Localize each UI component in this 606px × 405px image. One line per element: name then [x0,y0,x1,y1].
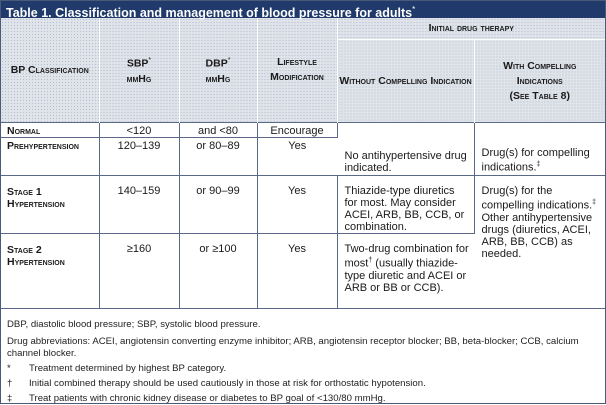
cell-dbp: or 80–89 [179,137,258,176]
table-row-normal: Normal <120 and <80 Encourage No antihyp… [1,122,605,176]
cell-classification: Stage 2 Hypertension [1,233,100,308]
cell-lifestyle: Encourage [257,122,338,138]
table-notes: DBP, diastolic blood pressure; SBP, syst… [1,307,605,405]
table-row-stage2: Stage 2 Hypertension ≥160 or ≥100 Yes Tw… [1,233,605,308]
table-row-prehypertension: Prehypertension 120–139 or 80–89 Yes [1,137,605,176]
footnote: ‡ Treat patients with chronic kidney dise… [7,392,386,404]
cell-dbp: or ≥100 [179,233,258,308]
header-without-compelling: Without Compelling Indication [337,39,475,123]
header-bp-classification: BP Classification [1,18,100,123]
cell-sbp: ≥160 [99,233,180,308]
title-footnote-mark: * [412,5,416,14]
cell-with-compelling: Drug(s) for compelling indications.‡ [474,122,605,176]
cell-without-compelling: No antihypertensive drug indicated. [337,122,475,176]
header-dbp: DBP* mmHg [179,18,258,123]
cell-classification: Prehypertension [1,137,100,176]
cell-sbp: 120–139 [99,137,180,176]
cell-sbp: <120 [99,122,180,138]
footnote: † Initial combined therapy should be used… [7,377,426,389]
cell-dbp: or 90–99 [179,175,258,234]
cell-with-compelling: Drug(s) for the compelling indications.‡… [474,175,605,308]
cell-lifestyle: Yes [257,233,338,308]
bp-classification-table: BP Classification SBP* mmHg DBP* mmHg Life… [1,18,605,308]
cell-lifestyle: Yes [257,137,337,176]
cell-sbp: 140–159 [99,175,180,234]
cell-lifestyle: Yes [257,175,338,234]
header-sbp: SBP* mmHg [99,18,180,123]
cell-classification: Stage 1 Hypertension [1,175,100,234]
header-lifestyle: Lifestyle Modification [257,18,338,123]
abbreviations-note: DBP, diastolic blood pressure; SBP, syst… [7,318,261,330]
cell-classification: Normal [1,122,100,138]
cell-dbp: and <80 [179,122,258,138]
table-title: Table 1. Classification and management o… [1,1,605,20]
table-row-stage1: Stage 1 Hypertension 140–159 or 90–99 Ye… [1,175,605,308]
footnote: * Treatment determined by highest BP cate… [7,362,227,374]
cell-without-compelling: Two-drug combination for most† (usually … [337,233,474,308]
cell-without-compelling: Thiazide-type diuretics for most. May co… [337,175,475,234]
header-with-compelling: With Compelling Indications (See Table 8) [474,39,605,123]
drug-abbreviations-note: Drug abbreviations: ACEI, angiotensin co… [7,335,579,359]
header-initial-therapy: Initial drug therapy [337,18,605,40]
